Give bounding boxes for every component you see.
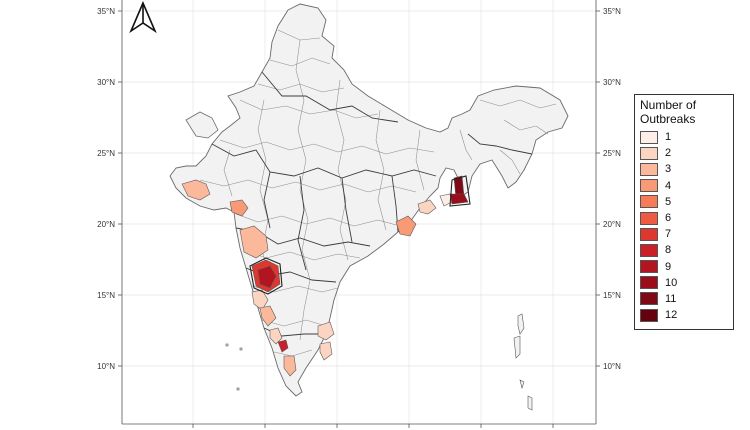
lat-label-left-20: 20°N	[97, 220, 115, 229]
legend-entry-7: 7	[640, 226, 728, 242]
lat-label-right-35: 35°N	[603, 7, 621, 16]
legend-swatch-11	[640, 292, 658, 306]
legend-rows: 1 2 3 4 5 6 7 8 9 10 11 12	[640, 129, 728, 323]
legend-label-10: 10	[665, 276, 678, 289]
region-karnataka-north-inner	[257, 265, 277, 289]
lat-label-left-25: 25°N	[97, 149, 115, 158]
legend-entry-6: 6	[640, 210, 728, 226]
legend-swatch-5	[640, 195, 658, 209]
legend-label-1: 1	[665, 131, 672, 144]
legend-swatch-7	[640, 227, 658, 241]
india-landmass	[169, 3, 569, 397]
legend-swatch-10	[640, 276, 658, 290]
legend: Number of Outbreaks 1 2 3 4 5 6 7 8 9 10 11 12	[634, 94, 734, 330]
lat-label-left-35: 35°N	[97, 7, 115, 16]
legend-swatch-1	[640, 130, 658, 144]
lat-label-right-30: 30°N	[603, 78, 621, 87]
lat-label-right-10: 10°N	[603, 362, 621, 371]
legend-label-11: 11	[665, 292, 677, 305]
lakshadweep-island-c	[236, 387, 240, 391]
nicobar-island-b	[527, 395, 533, 411]
nicobar-island-a	[519, 379, 525, 390]
lakshadweep-island-a	[225, 343, 229, 347]
legend-entry-3: 3	[640, 161, 728, 177]
region-maharashtra-west	[239, 225, 269, 259]
andaman-island-b	[513, 335, 521, 359]
legend-entry-9: 9	[640, 259, 728, 275]
region-karnataka-coast-b	[259, 305, 277, 327]
legend-label-3: 3	[665, 163, 672, 176]
lakshadweep-island-b	[239, 347, 243, 351]
lat-label-right-25: 25°N	[603, 149, 621, 158]
region-kerala-north	[269, 327, 283, 345]
region-tamilnadu-east-b	[319, 341, 333, 361]
tick-marks	[118, 10, 600, 428]
lat-label-left-30: 30°N	[97, 78, 115, 87]
legend-swatch-4	[640, 179, 658, 193]
legend-entry-2: 2	[640, 145, 728, 161]
legend-label-5: 5	[665, 195, 672, 208]
region-kerala-south	[283, 355, 297, 377]
legend-label-12: 12	[665, 309, 678, 322]
legend-label-6: 6	[665, 212, 672, 225]
legend-label-7: 7	[665, 228, 672, 241]
lat-label-right-15: 15°N	[603, 291, 621, 300]
highlight-outlines	[249, 175, 471, 295]
region-andhra-coast	[395, 215, 417, 237]
legend-title: Number of Outbreaks	[640, 98, 728, 126]
legend-entry-4: 4	[640, 178, 728, 194]
legend-label-4: 4	[665, 179, 672, 192]
islands	[225, 313, 533, 411]
lat-label-left-10: 10°N	[97, 362, 115, 371]
lat-label-right-20: 20°N	[603, 220, 621, 229]
legend-label-8: 8	[665, 244, 672, 257]
legend-entry-11: 11	[640, 291, 728, 307]
lat-label-left-15: 15°N	[97, 291, 115, 300]
legend-entry-12: 12	[640, 307, 728, 323]
district-boundaries	[199, 29, 557, 357]
region-maharashtra-north	[229, 199, 249, 217]
legend-label-2: 2	[665, 147, 672, 160]
region-odisha-coast	[417, 199, 437, 215]
region-kerala-central	[277, 339, 289, 353]
legend-title-line2: Outbreaks	[640, 112, 696, 126]
legend-swatch-12	[640, 308, 658, 322]
legend-entry-1: 1	[640, 129, 728, 145]
legend-swatch-6	[640, 211, 658, 225]
nw-frontier-region	[185, 111, 219, 139]
legend-swatch-9	[640, 260, 658, 274]
region-northeast-cluster	[449, 193, 469, 205]
legend-swatch-8	[640, 243, 658, 257]
mainland-outline	[169, 3, 569, 397]
region-tamilnadu-east-a	[317, 321, 335, 341]
north-arrow-icon	[129, 0, 157, 34]
region-gujarat-kutch	[181, 179, 211, 201]
legend-entry-5: 5	[640, 194, 728, 210]
legend-entry-8: 8	[640, 242, 728, 258]
legend-swatch-3	[640, 162, 658, 176]
legend-label-9: 9	[665, 260, 672, 273]
legend-title-line1: Number of	[640, 98, 697, 112]
legend-swatch-2	[640, 146, 658, 160]
legend-entry-10: 10	[640, 275, 728, 291]
outbreak-regions	[181, 175, 469, 377]
andaman-island-a	[517, 313, 525, 335]
